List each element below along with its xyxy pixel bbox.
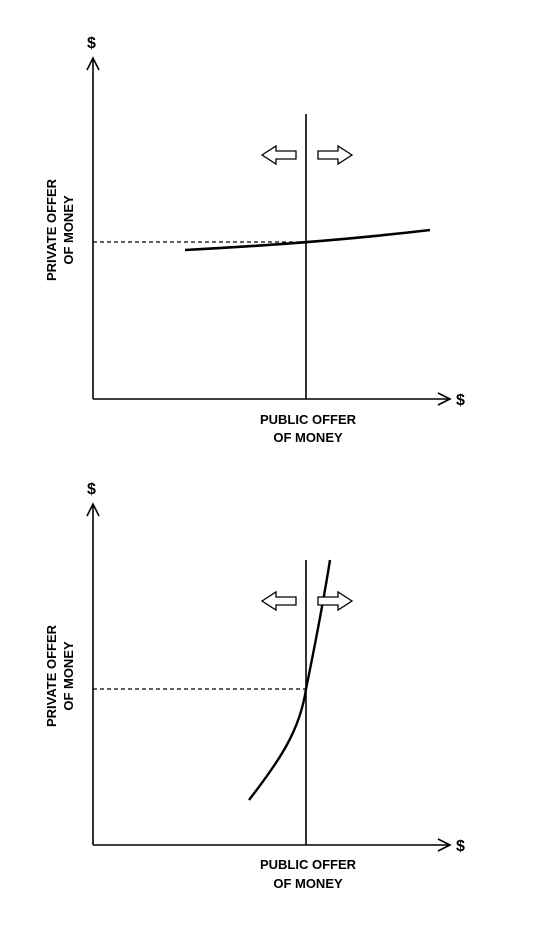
diagram-steep-private-offer: $ $ PRIVATE OFFER OF MONEY PUBLIC OFFER … [0,460,546,930]
x-axis-label-line2: OF MONEY [273,876,343,891]
diagram-flat-private-offer: $ $ PRIVATE OFFER OF MONEY PUBLIC OFFER … [0,0,546,460]
y-axis-label-line2: OF MONEY [61,195,76,265]
diagram-top-svg: $ $ PRIVATE OFFER OF MONEY PUBLIC OFFER … [44,35,465,445]
right-shift-arrow-icon [317,590,354,612]
y-axis-symbol: $ [87,35,96,52]
x-axis-symbol: $ [456,838,465,855]
x-axis-arrowhead [437,392,452,406]
y-axis-symbol: $ [87,481,96,498]
x-axis-label-line2: OF MONEY [273,430,343,445]
private-offer-curve [248,559,332,801]
x-axis-symbol: $ [456,392,465,409]
left-shift-arrow-icon [260,590,297,612]
y-axis-arrowhead [86,502,100,517]
right-shift-arrow-icon [317,144,354,166]
y-axis-label-line1: PRIVATE OFFER [44,624,59,727]
x-axis-label-line1: PUBLIC OFFER [260,857,357,872]
x-axis-label-line1: PUBLIC OFFER [260,412,357,427]
y-axis-arrowhead [86,56,100,71]
y-axis-label-line2: OF MONEY [61,641,76,711]
x-axis-arrowhead [437,838,452,852]
y-axis-label-line1: PRIVATE OFFER [44,178,59,281]
left-shift-arrow-icon [260,144,297,166]
private-offer-curve [184,228,431,252]
diagram-bottom-svg: $ $ PRIVATE OFFER OF MONEY PUBLIC OFFER … [44,481,465,891]
